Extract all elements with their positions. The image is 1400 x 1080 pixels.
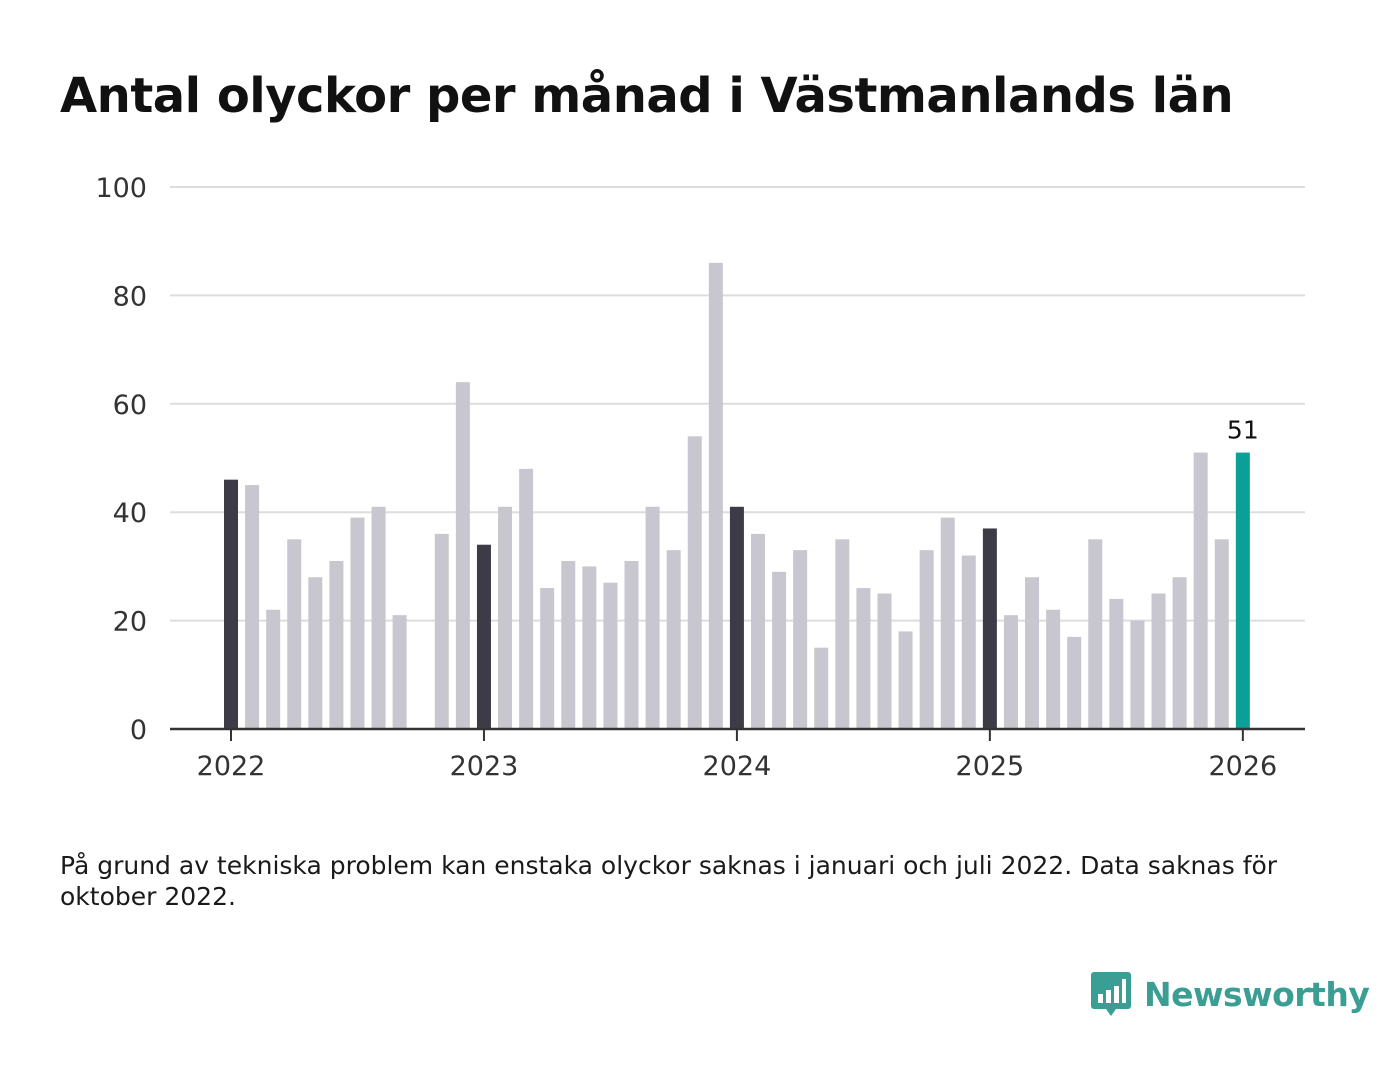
brand-logo: Newsworthy [1090,970,1370,1018]
y-axis-ticks: 0 20 40 60 80 100 [95,173,147,746]
bar-2022-04 [287,539,302,729]
bar-2025-09 [1151,593,1166,729]
x-tick-label: 2023 [450,751,519,782]
bar-2023-07 [603,582,618,729]
brand-name: Newsworthy [1144,974,1370,1014]
bar-2024-07 [856,588,871,729]
bar-2023-04 [540,588,555,729]
x-axis-ticks: 2022 2023 2024 2025 2026 [197,729,1277,782]
x-tick-label: 2026 [1208,751,1277,782]
latest-value-label: 51 [1227,416,1259,445]
bar-2022-07 [350,517,365,729]
bar-chart: 0 20 40 60 80 100 2022 2023 2024 2025 2026 51 [95,173,1305,782]
bar-2024-02 [751,533,765,729]
y-tick-label: 60 [113,390,147,421]
bar-2022-03 [266,609,281,729]
bar-2025-08 [1130,620,1145,729]
bar-2022-11 [434,533,449,729]
bar-2022-09 [392,615,407,729]
y-tick-label: 0 [130,715,147,746]
bar-2022-01 [224,479,238,729]
bar-2025-03 [1025,577,1040,729]
bar-2024-08 [877,593,892,729]
bar-2025-01 [982,528,997,729]
x-tick-label: 2025 [956,751,1025,782]
bar-2025-02 [1003,615,1018,729]
bar-2023-05 [561,560,576,729]
bar-2022-05 [308,577,323,729]
bar-2024-03 [772,571,787,729]
y-tick-label: 80 [113,281,147,312]
bar-2024-12 [961,555,976,729]
footnote: På grund av tekniska problem kan enstaka… [60,851,1278,911]
y-tick-label: 20 [113,607,147,638]
bar-2026-01 [1235,452,1250,729]
bar-2025-05 [1067,636,1082,729]
bar-2023-01 [476,544,491,729]
bar-2023-02 [498,506,513,729]
bar-2025-04 [1046,609,1061,729]
bar-2025-10 [1172,577,1187,729]
bar-2022-08 [371,506,386,729]
bar-chart-speech-bubble-icon [1091,972,1131,1016]
bar-2022-12 [455,382,470,729]
bar-2023-06 [582,566,597,729]
bar-2024-05 [814,647,829,729]
bar-2024-06 [835,539,850,729]
bar-2022-06 [329,560,344,729]
bar-2023-12 [708,262,723,729]
bars [224,262,1250,729]
bar-2025-07 [1109,598,1124,729]
bar-2024-10 [919,550,934,729]
bar-2025-06 [1088,539,1103,729]
y-tick-label: 40 [113,498,147,529]
x-tick-label: 2022 [197,751,266,782]
bar-2022-02 [245,485,260,729]
bar-2023-03 [519,468,534,729]
x-tick-label: 2024 [703,751,772,782]
bar-2024-01 [729,506,744,729]
bar-2025-12 [1214,539,1229,729]
bar-2024-09 [898,631,913,729]
bar-2023-11 [687,436,702,729]
bar-2023-10 [666,550,681,729]
bar-2023-09 [645,506,660,729]
bar-2024-04 [793,550,808,729]
bar-2025-11 [1193,452,1208,729]
data-labels: 51 [1227,416,1259,445]
chart-title: Antal olyckor per månad i Västmanlands l… [60,68,1234,124]
y-tick-label: 100 [95,173,147,204]
bar-2023-08 [624,560,639,729]
bar-2024-11 [940,517,955,729]
